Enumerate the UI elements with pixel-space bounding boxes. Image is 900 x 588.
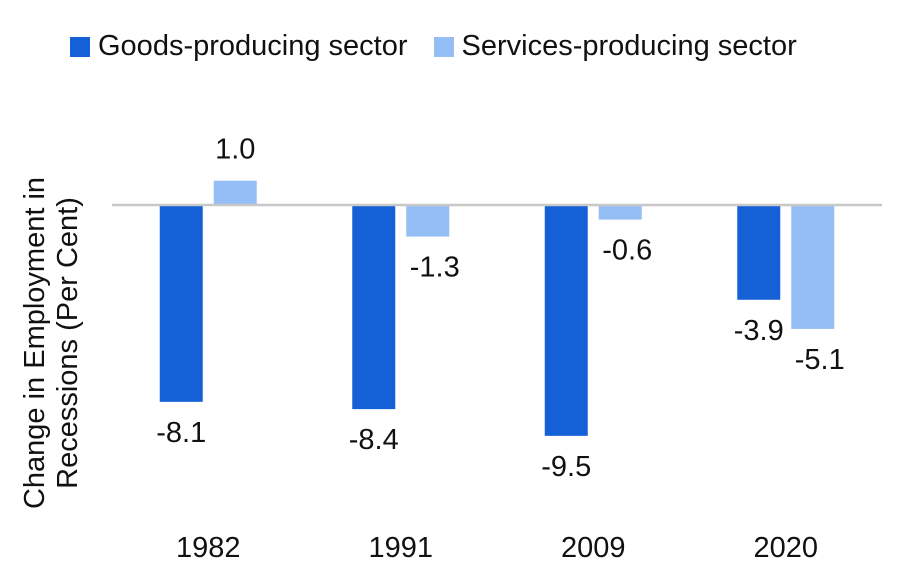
- bar-services-2009: [598, 205, 642, 220]
- legend-item-services: Services-producing sector: [433, 30, 797, 63]
- bar-goods-1991: [352, 205, 396, 410]
- legend-label-services: Services-producing sector: [461, 30, 797, 62]
- bar-goods-2009: [544, 205, 588, 436]
- legend-label-goods: Goods-producing sector: [98, 30, 408, 62]
- x-tick-1982: 1982: [176, 532, 241, 564]
- bar-services-1991: [406, 205, 450, 237]
- legend-item-goods: Goods-producing sector: [70, 30, 408, 63]
- bar-goods-2020: [737, 205, 781, 300]
- data-label-goods-1991: -8.4: [349, 424, 399, 456]
- legend-swatch-goods: [70, 36, 90, 57]
- data-label-goods-2020: -3.9: [734, 315, 784, 347]
- data-label-goods-1982: -8.1: [156, 417, 206, 449]
- data-label-services-1982: 1.0: [215, 134, 255, 166]
- data-label-goods-2009: -9.5: [541, 451, 591, 483]
- data-label-services-2020: -5.1: [795, 344, 845, 376]
- bar-goods-1982: [159, 205, 203, 402]
- chart-legend: Goods-producing sector Services-producin…: [70, 30, 823, 63]
- x-tick-2009: 2009: [561, 532, 626, 564]
- x-tick-1991: 1991: [368, 532, 433, 564]
- bar-services-2020: [791, 205, 835, 329]
- legend-swatch-services: [433, 36, 454, 57]
- x-tick-2020: 2020: [753, 532, 818, 564]
- data-label-services-2009: -0.6: [602, 235, 652, 267]
- bar-services-1982: [213, 180, 257, 205]
- data-label-services-1991: -1.3: [410, 252, 460, 284]
